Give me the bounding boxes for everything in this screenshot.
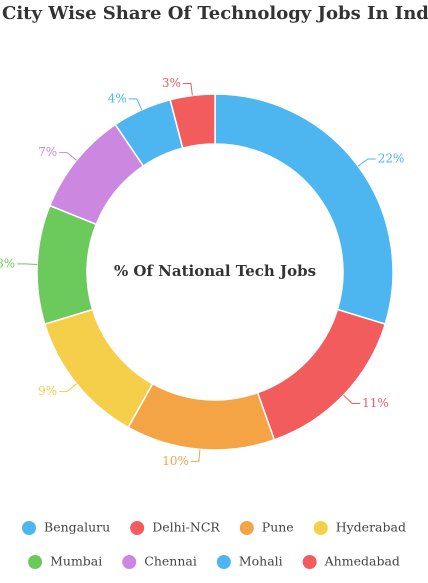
legend-label: Pune: [262, 520, 294, 535]
value-label: 3%: [162, 76, 181, 90]
legend-marker: [239, 521, 254, 535]
leader-line: [59, 152, 77, 161]
value-label: 10%: [162, 454, 189, 468]
leader-line: [357, 158, 376, 167]
leader-line: [17, 263, 38, 265]
leader-line: [182, 83, 193, 96]
leader-line: [128, 98, 143, 111]
donut-segment: [43, 308, 154, 429]
donut-segment: [214, 93, 394, 326]
donut-segment: [169, 93, 216, 150]
legend-marker: [122, 555, 137, 569]
donut-segment: [256, 308, 387, 441]
value-label: 8%: [0, 256, 15, 270]
value-label: 22%: [378, 152, 405, 166]
legend-marker: [302, 555, 317, 569]
value-label: 7%: [38, 145, 57, 159]
center-label: % Of National Tech Jobs: [114, 262, 316, 280]
legend-marker: [313, 521, 328, 535]
leader-line: [59, 383, 77, 392]
legend-marker: [28, 555, 43, 569]
legend-label: Bengaluru: [44, 520, 110, 535]
chart-title: City Wise Share Of Technology Jobs In In…: [2, 3, 428, 24]
donut-segment: [36, 204, 98, 326]
leader-line: [343, 394, 361, 404]
legend-marker: [130, 521, 145, 535]
legend-label: Hyderabad: [336, 520, 406, 535]
legend-marker: [22, 521, 37, 535]
leader-line: [190, 449, 201, 462]
legend-marker: [216, 555, 231, 569]
value-label: 9%: [38, 384, 57, 398]
legend-label: Mohali: [239, 554, 283, 569]
value-label: 11%: [362, 396, 389, 410]
legend-label: Ahmedabad: [324, 554, 400, 569]
value-label: 4%: [108, 91, 127, 105]
donut-segment: [127, 382, 276, 451]
legend-label: Chennai: [144, 554, 197, 569]
legend-label: Mumbai: [50, 554, 102, 569]
legend-label: Delhi-NCR: [152, 520, 220, 535]
